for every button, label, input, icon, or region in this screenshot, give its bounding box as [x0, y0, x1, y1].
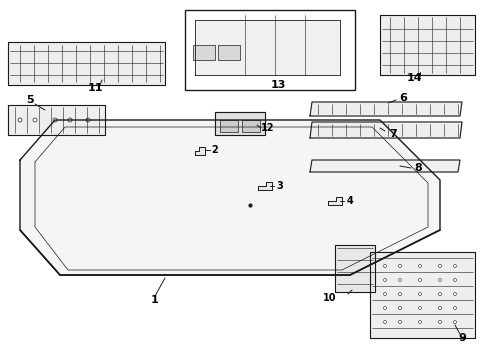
Text: 14: 14	[407, 73, 422, 83]
Polygon shape	[215, 112, 264, 135]
Circle shape	[398, 279, 401, 282]
Bar	[218, 45, 240, 60]
Polygon shape	[327, 197, 341, 205]
Bar	[193, 45, 215, 60]
Text: 10: 10	[323, 293, 336, 303]
Circle shape	[438, 306, 441, 310]
Polygon shape	[379, 15, 474, 75]
Polygon shape	[258, 182, 271, 190]
Circle shape	[33, 118, 37, 122]
Circle shape	[418, 306, 421, 310]
Circle shape	[438, 279, 441, 282]
Circle shape	[452, 279, 456, 282]
Bar	[184, 10, 354, 90]
Text: 3: 3	[276, 181, 283, 191]
Circle shape	[452, 320, 456, 324]
Text: 2: 2	[211, 145, 218, 155]
Polygon shape	[20, 120, 439, 275]
Bar	[220, 120, 238, 132]
Circle shape	[418, 292, 421, 296]
Circle shape	[418, 320, 421, 324]
Circle shape	[398, 292, 401, 296]
Circle shape	[398, 265, 401, 267]
Polygon shape	[309, 122, 461, 138]
Circle shape	[438, 320, 441, 324]
Polygon shape	[195, 147, 204, 155]
Text: 6: 6	[398, 93, 406, 103]
Circle shape	[452, 306, 456, 310]
Circle shape	[398, 320, 401, 324]
Polygon shape	[309, 160, 459, 172]
Text: 5: 5	[26, 95, 34, 105]
Text: 9: 9	[457, 333, 465, 343]
Text: 8: 8	[413, 163, 421, 173]
Circle shape	[418, 279, 421, 282]
Polygon shape	[8, 42, 164, 85]
Circle shape	[438, 292, 441, 296]
Text: 11: 11	[87, 83, 102, 93]
Bar	[242, 120, 260, 132]
Circle shape	[53, 118, 57, 122]
Circle shape	[68, 118, 72, 122]
Circle shape	[418, 265, 421, 267]
Circle shape	[383, 306, 386, 310]
Text: 7: 7	[388, 129, 396, 139]
Circle shape	[383, 320, 386, 324]
Circle shape	[438, 265, 441, 267]
Circle shape	[398, 306, 401, 310]
Circle shape	[18, 118, 22, 122]
Circle shape	[383, 292, 386, 296]
Polygon shape	[8, 105, 105, 135]
Circle shape	[452, 265, 456, 267]
Circle shape	[452, 292, 456, 296]
Polygon shape	[309, 102, 461, 116]
Polygon shape	[369, 252, 474, 338]
Text: 12: 12	[261, 123, 274, 133]
Text: 1: 1	[151, 295, 159, 305]
Polygon shape	[195, 20, 339, 75]
Polygon shape	[334, 245, 374, 292]
Text: 13: 13	[270, 80, 285, 90]
Text: 4: 4	[346, 196, 353, 206]
Circle shape	[383, 279, 386, 282]
Circle shape	[383, 265, 386, 267]
Circle shape	[86, 118, 90, 122]
